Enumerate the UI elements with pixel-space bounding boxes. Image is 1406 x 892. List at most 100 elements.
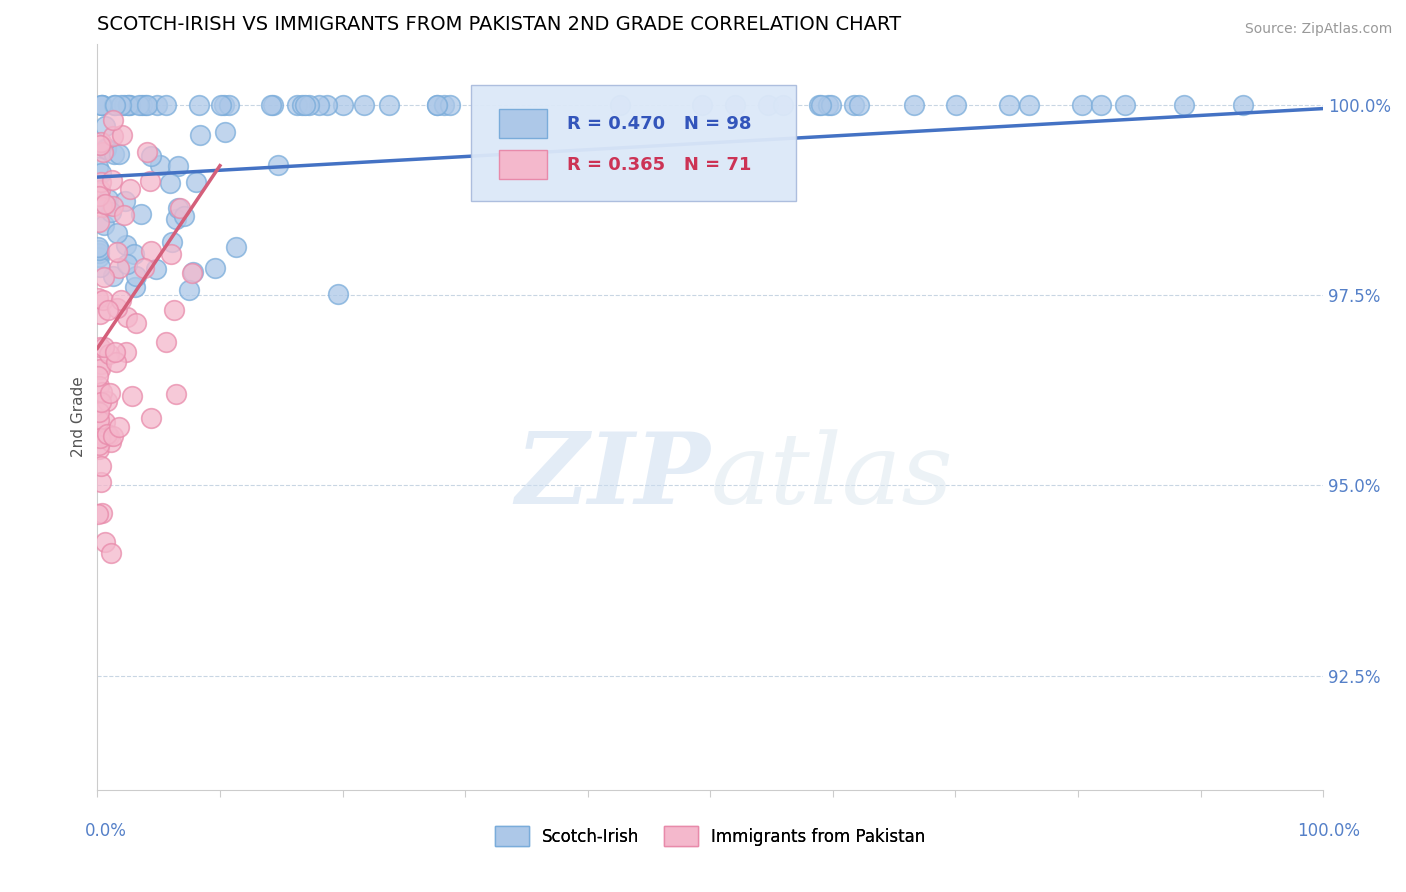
Point xyxy=(173,210,195,224)
Point xyxy=(1090,97,1112,112)
Point xyxy=(87,240,110,254)
Point xyxy=(89,379,111,393)
Point xyxy=(177,283,200,297)
Point xyxy=(139,174,162,188)
Point xyxy=(1114,97,1136,112)
Point xyxy=(101,112,124,127)
Point xyxy=(87,413,110,427)
Point xyxy=(90,97,112,112)
Point xyxy=(97,429,120,443)
Point xyxy=(107,245,129,260)
Point xyxy=(117,257,139,271)
Point xyxy=(89,138,111,153)
Point xyxy=(89,189,111,203)
Point xyxy=(165,387,187,401)
Point xyxy=(90,200,112,214)
Legend: Scotch-Irish, Immigrants from Pakistan: Scotch-Irish, Immigrants from Pakistan xyxy=(489,820,932,852)
Point xyxy=(107,261,129,276)
Text: 0.0%: 0.0% xyxy=(84,822,127,840)
Point xyxy=(188,97,211,112)
Point xyxy=(842,97,865,112)
Point xyxy=(97,193,120,207)
Point xyxy=(128,97,150,112)
Point xyxy=(155,97,177,112)
Point xyxy=(1071,97,1094,112)
Point xyxy=(89,431,111,445)
Point xyxy=(86,507,108,521)
Point xyxy=(145,262,167,277)
Point xyxy=(291,97,314,112)
Point xyxy=(998,97,1021,112)
Text: R = 0.470   N = 98: R = 0.470 N = 98 xyxy=(567,115,751,133)
Point xyxy=(101,199,124,213)
Point xyxy=(756,97,779,112)
Point xyxy=(114,194,136,208)
Point xyxy=(103,128,125,143)
Point xyxy=(103,146,125,161)
Point xyxy=(104,344,127,359)
Point xyxy=(124,280,146,294)
Point xyxy=(155,335,177,350)
Point xyxy=(108,146,131,161)
Point xyxy=(165,211,187,226)
Point xyxy=(315,97,337,112)
Point xyxy=(87,291,110,305)
Point xyxy=(180,266,202,280)
Point xyxy=(96,198,118,212)
Point xyxy=(87,244,110,258)
Point xyxy=(326,287,349,301)
Text: 100.0%: 100.0% xyxy=(1298,822,1360,840)
Point xyxy=(89,307,111,321)
Point xyxy=(100,205,122,219)
Point xyxy=(91,293,114,307)
Point xyxy=(89,183,111,197)
Point xyxy=(136,145,159,159)
Text: atlas: atlas xyxy=(710,429,953,524)
Point xyxy=(120,182,142,196)
Point xyxy=(160,235,183,249)
Point xyxy=(121,389,143,403)
Point xyxy=(114,345,136,359)
Point xyxy=(167,160,190,174)
Point xyxy=(87,214,110,228)
Point xyxy=(93,269,115,284)
Point xyxy=(332,97,354,112)
Point xyxy=(90,135,112,149)
Point xyxy=(89,361,111,376)
Point xyxy=(105,226,128,240)
Point xyxy=(723,97,745,112)
Point xyxy=(433,97,456,112)
Text: SCOTCH-IRISH VS IMMIGRANTS FROM PAKISTAN 2ND GRADE CORRELATION CHART: SCOTCH-IRISH VS IMMIGRANTS FROM PAKISTAN… xyxy=(97,15,901,34)
Point xyxy=(808,97,831,112)
Point xyxy=(104,354,127,368)
Point xyxy=(772,97,794,112)
Point xyxy=(94,119,117,133)
Point xyxy=(87,160,110,174)
Point xyxy=(110,293,132,307)
Point xyxy=(1232,97,1254,112)
Point xyxy=(90,395,112,409)
Point xyxy=(1018,97,1040,112)
Point xyxy=(103,97,125,112)
Point xyxy=(90,357,112,371)
Point xyxy=(159,247,181,261)
Point xyxy=(903,97,925,112)
Point xyxy=(115,238,138,252)
Point xyxy=(94,534,117,549)
Point xyxy=(1173,97,1195,112)
Point xyxy=(96,426,118,441)
Point xyxy=(117,97,139,112)
Point xyxy=(139,410,162,425)
Point xyxy=(439,97,461,112)
Point xyxy=(96,141,118,155)
Point xyxy=(294,97,316,112)
Point xyxy=(100,435,122,450)
Point xyxy=(298,97,321,112)
Point xyxy=(111,128,134,143)
FancyBboxPatch shape xyxy=(499,150,547,179)
Point xyxy=(285,97,308,112)
Point xyxy=(260,97,283,112)
Point xyxy=(93,218,115,232)
Point xyxy=(87,438,110,452)
Point xyxy=(90,475,112,489)
